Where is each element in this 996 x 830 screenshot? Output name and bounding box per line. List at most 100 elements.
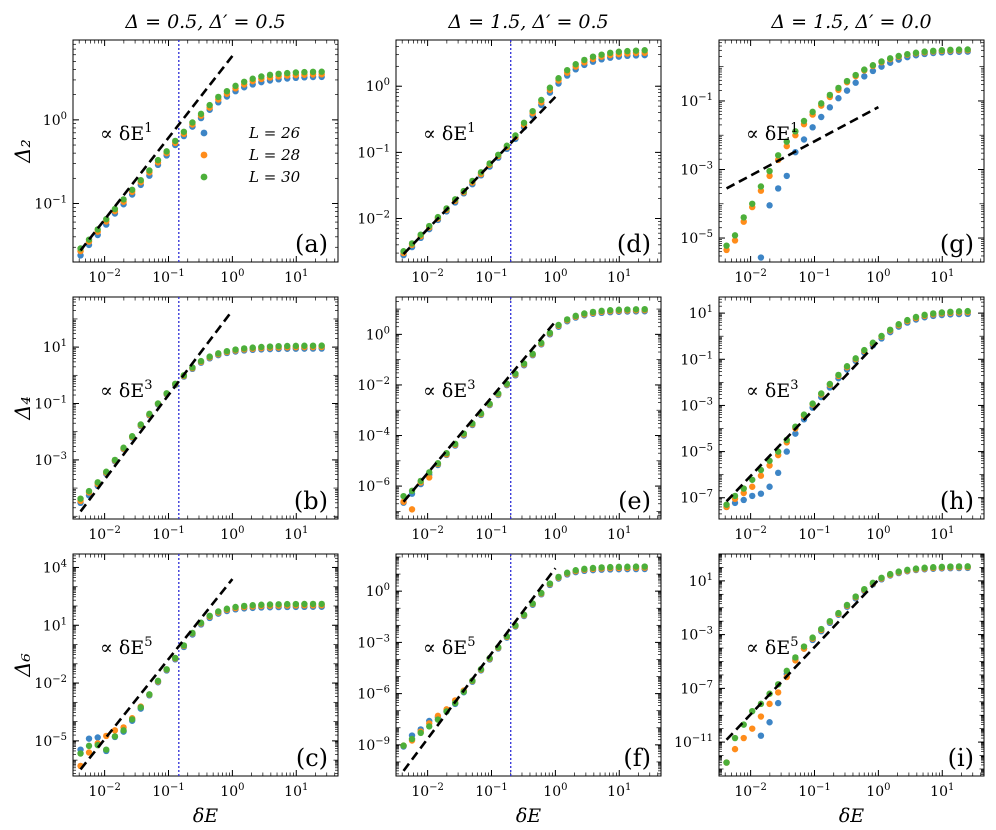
- fit-label: ∝ δE3: [100, 378, 153, 402]
- data-point: [964, 563, 971, 570]
- axes-frame: [395, 553, 662, 777]
- x-axis-label: δE: [516, 805, 541, 827]
- data-point: [740, 485, 747, 492]
- panel-label: (a): [295, 230, 328, 258]
- data-point: [589, 564, 597, 572]
- axes-frame: [395, 39, 662, 263]
- data-point: [400, 742, 407, 749]
- data-point: [800, 643, 808, 650]
- data-point: [309, 68, 317, 76]
- y-tick-label: 10−7: [680, 679, 713, 697]
- series-L30: [77, 600, 325, 757]
- data-point: [111, 456, 119, 464]
- data-point: [809, 108, 816, 116]
- panel-label: (b): [294, 487, 328, 515]
- data-point: [103, 746, 110, 753]
- data-point: [886, 570, 894, 578]
- data-point: [111, 205, 119, 213]
- data-point: [938, 309, 946, 316]
- data-point: [624, 563, 631, 570]
- series-L30: [77, 342, 325, 502]
- series-L30: [723, 46, 971, 249]
- data-point: [232, 603, 239, 611]
- data-point: [843, 601, 851, 609]
- panel-label: (g): [940, 230, 974, 258]
- data-point: [292, 600, 300, 608]
- y-tick-label: 10−1: [680, 92, 713, 110]
- data-point: [111, 733, 119, 740]
- data-point: [774, 699, 782, 707]
- data-point: [740, 489, 747, 497]
- data-point: [529, 107, 536, 115]
- panel-label: (e): [618, 487, 651, 515]
- data-point: [154, 156, 162, 164]
- data-point: [546, 84, 554, 91]
- y-tick-label: 10−4: [357, 427, 390, 445]
- series-L26: [77, 73, 325, 259]
- data-point: [292, 342, 300, 350]
- data-point: [955, 308, 963, 315]
- series-L26: [400, 51, 648, 259]
- data-point: [598, 564, 605, 571]
- series-L26: [723, 310, 971, 511]
- x-tick-label: 10−1: [152, 782, 185, 800]
- panel-data: [77, 554, 325, 776]
- data-point: [607, 49, 614, 57]
- data-point: [774, 185, 782, 192]
- data-point: [318, 342, 325, 349]
- series-L26: [757, 48, 971, 261]
- fit-line: [402, 320, 557, 503]
- data-point: [581, 310, 588, 317]
- series-L30: [723, 307, 971, 508]
- x-tick-label: 101: [930, 782, 954, 800]
- panel-e: 10−2 10−1 100 101 10−6 10−4 10−2 100 ∝ δE3 (e): [357, 296, 662, 543]
- data-point: [766, 172, 773, 180]
- data-point: [284, 600, 291, 608]
- y-tick-label: 10−1: [34, 195, 67, 213]
- data-point: [749, 725, 756, 732]
- data-point: [443, 449, 450, 457]
- data-point: [426, 474, 433, 481]
- data-point: [809, 400, 816, 407]
- data-point: [172, 654, 179, 662]
- data-point: [904, 566, 911, 574]
- data-point: [240, 602, 248, 610]
- data-point: [163, 666, 170, 673]
- data-point: [861, 346, 868, 354]
- data-point: [301, 68, 308, 76]
- data-point: [861, 585, 868, 593]
- y-tick-label: 10−7: [680, 489, 713, 507]
- data-point: [563, 66, 571, 74]
- x-tick-label: 10−1: [798, 268, 831, 286]
- data-point: [723, 501, 730, 508]
- panel-data: [723, 307, 971, 511]
- data-point: [947, 563, 954, 570]
- series-L28: [400, 306, 648, 513]
- data-point: [749, 476, 756, 483]
- x-tick-label: 10−1: [475, 525, 508, 543]
- data-point: [146, 167, 153, 174]
- x-tick-label: 101: [607, 268, 631, 286]
- fit-label: ∝ δE3: [746, 378, 799, 402]
- data-point: [947, 46, 954, 54]
- data-point: [723, 759, 730, 766]
- data-point: [740, 496, 747, 504]
- data-point: [757, 713, 765, 720]
- data-point: [852, 71, 859, 79]
- x-tick-label: 10−1: [152, 525, 185, 543]
- panel-c: 10−2 10−1 100 101 10−5 10−2 101 104 ∝ δE5 (c) Δ₆ δE: [11, 553, 339, 827]
- data-point: [731, 745, 739, 753]
- column-title: Δ = 0.5, Δ′ = 0.5: [124, 11, 285, 33]
- data-point: [930, 310, 937, 317]
- data-point: [766, 167, 773, 175]
- data-point: [792, 654, 799, 661]
- y-tick-label: 10−6: [357, 685, 390, 703]
- fit-label: ∝ δE3: [423, 378, 476, 402]
- data-point: [266, 343, 274, 350]
- data-point: [731, 237, 739, 244]
- data-point: [964, 307, 971, 315]
- fit-line: [402, 567, 557, 772]
- data-point: [766, 462, 773, 469]
- data-point: [938, 563, 946, 571]
- data-point: [921, 48, 928, 55]
